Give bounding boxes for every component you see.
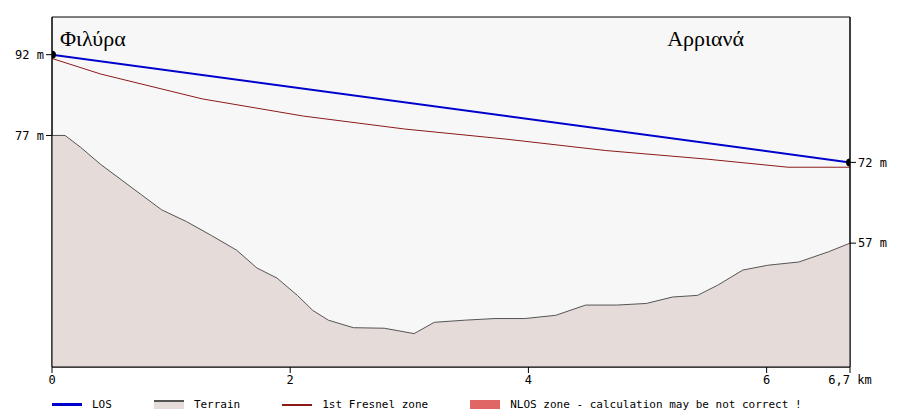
svg-text:6,7 km: 6,7 km bbox=[828, 373, 871, 387]
svg-text:72 m: 72 m bbox=[858, 156, 887, 170]
html-text:LOS: LOS bbox=[92, 398, 112, 411]
html-text:Φιλύρα: Φιλύρα bbox=[60, 26, 126, 51]
html-text:NLOS zone - calculation may be: NLOS zone - calculation may be not corre… bbox=[510, 398, 802, 411]
html-text:Terrain: Terrain bbox=[193, 398, 241, 411]
html-text:1st Fresnel zone: 1st Fresnel zone bbox=[322, 398, 429, 411]
svg-text:0: 0 bbox=[48, 373, 55, 387]
svg-text:4: 4 bbox=[525, 373, 532, 387]
svg-text:77 m: 77 m bbox=[15, 129, 44, 143]
svg-text:6: 6 bbox=[763, 373, 770, 387]
svg-text:2: 2 bbox=[287, 373, 294, 387]
svg-text:57 m: 57 m bbox=[858, 236, 887, 250]
html-text:Αρριανά: Αρριανά bbox=[667, 26, 744, 51]
svg-text:92 m: 92 m bbox=[15, 48, 44, 62]
